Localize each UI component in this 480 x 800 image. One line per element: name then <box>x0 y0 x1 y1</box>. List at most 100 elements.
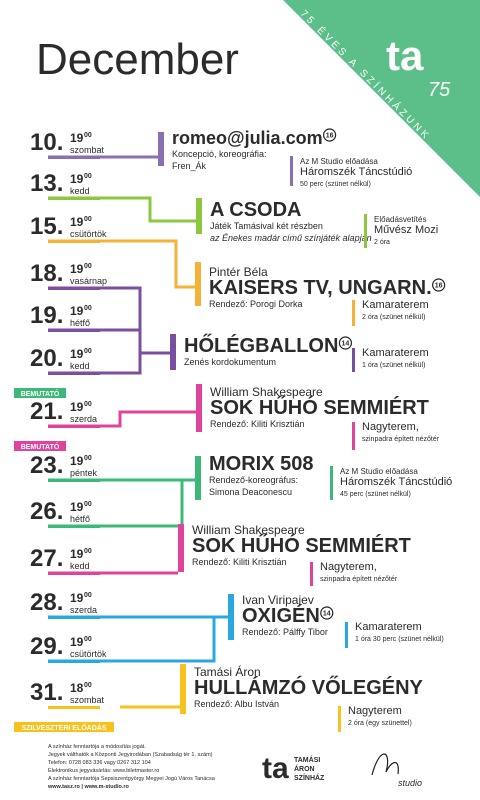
date-minutes: 00 <box>84 592 92 599</box>
date-day: 20. <box>30 345 63 372</box>
venue-bar <box>364 214 367 248</box>
venue-line: Háromszék Táncstúdió <box>340 476 452 488</box>
date-bar <box>48 660 100 663</box>
venue-line: 2 óra (egy szünettel) <box>348 720 412 727</box>
date-bar <box>48 479 100 482</box>
age-badge <box>320 606 334 620</box>
corner-banner <box>283 0 480 197</box>
event-bar <box>196 384 202 432</box>
date-bar <box>48 197 100 200</box>
date-day: 28. <box>30 589 63 616</box>
venue-line: Nagyterem, <box>362 421 419 433</box>
date-bar <box>48 372 100 375</box>
event-author: Ivan Viripajev <box>242 593 314 607</box>
date-hour: 19 <box>70 591 84 605</box>
venue-bar <box>352 348 355 372</box>
date-day: 19. <box>30 302 63 329</box>
venue-line: Kamaraterem <box>362 347 429 359</box>
date-weekday: hétfő <box>70 514 90 524</box>
age-badge <box>432 278 446 292</box>
event-author: Pintér Béla <box>209 265 268 279</box>
age-rating: 14 <box>342 341 350 348</box>
date-weekday: szerda <box>70 414 97 424</box>
date-hour: 19 <box>70 262 84 276</box>
event-detail: Zenés kordokumentum <box>184 357 276 367</box>
date-day: 15. <box>30 213 63 240</box>
venue-line: Nagyterem <box>348 705 402 717</box>
anniversary-number: 75 <box>428 79 451 101</box>
date-weekday: kedd <box>70 361 90 371</box>
date-minutes: 00 <box>84 173 92 180</box>
venue-bar <box>330 466 333 500</box>
logo: ta <box>386 32 424 79</box>
event-title: HULLÁMZÓ VŐLEGÉNY <box>194 675 424 699</box>
event-title: KAISERS TV, UNGARN. <box>209 277 432 299</box>
venue-bar <box>352 300 355 326</box>
venue-line: Nagyterem, <box>320 561 377 573</box>
event-bar <box>158 132 164 166</box>
venue-line: Művész Mozi <box>374 224 438 236</box>
date-weekday: szombat <box>70 695 105 705</box>
event-detail: Rendező: Kiliti Krisztián <box>192 557 287 567</box>
date-bar <box>48 287 100 290</box>
date-day: 10. <box>30 129 63 156</box>
event-title: OXIGÉN <box>242 604 320 627</box>
month-title: December <box>36 35 239 84</box>
event-detail: az Énekes madár című színjáték alapján <box>210 233 372 243</box>
date-weekday: hétfő <box>70 318 90 328</box>
event-detail: Rendező: Porogi Dorka <box>209 299 303 309</box>
venue-line: 1 óra 30 perc (szünet nélkül) <box>355 636 444 643</box>
date-minutes: 00 <box>84 636 92 643</box>
event-title: romeo@julia.com <box>172 128 323 148</box>
date-hour: 19 <box>70 347 84 361</box>
event-author: Tamási Áron <box>194 664 261 679</box>
date-hour: 19 <box>70 215 84 229</box>
date-bar <box>48 706 100 709</box>
event-detail: Rendező-koreográfus: <box>209 475 298 485</box>
venue-line: szinpadra épített nézőtér <box>320 576 398 583</box>
date-hour: 19 <box>70 454 84 468</box>
age-rating: 16 <box>435 283 443 290</box>
venue-bar <box>352 422 355 450</box>
age-rating: 14 <box>323 611 331 618</box>
venue-line: 45 perc (szünet nélkül) <box>340 491 411 498</box>
date-minutes: 00 <box>84 305 92 312</box>
date-day: 31. <box>30 679 63 706</box>
date-minutes: 00 <box>84 455 92 462</box>
age-rating: 16 <box>326 133 334 140</box>
date-minutes: 00 <box>84 216 92 223</box>
event-bar <box>228 594 234 640</box>
event-bar <box>195 456 201 500</box>
age-badge <box>322 128 337 142</box>
date-weekday: szombat <box>70 145 105 155</box>
date-bar <box>48 329 100 332</box>
date-bar <box>48 156 100 159</box>
tag-bg <box>14 441 66 451</box>
theater-name: SZÍNHÁZ <box>294 773 325 782</box>
date-hour: 19 <box>70 172 84 186</box>
date-hour: 19 <box>70 500 84 514</box>
event-author: William Shakespeare <box>192 523 305 537</box>
event-bar <box>170 334 176 370</box>
venue-line: Az M Studio előadása <box>340 467 418 476</box>
event-title: A CSODA <box>210 199 301 221</box>
date-minutes: 00 <box>84 501 92 508</box>
venue-line: Az M Studio előadása <box>300 157 378 166</box>
footer-line: Jegyek válthatók a Központi Jegyirodában… <box>48 752 213 758</box>
date-hour: 19 <box>70 635 84 649</box>
date-bar <box>48 525 100 528</box>
event-title: MORIX 508 <box>209 453 313 475</box>
venue-line: 50 perc (szünet nélkül) <box>300 181 371 188</box>
venue-line: Kamaraterem <box>355 621 422 633</box>
venue-line: Előadásvetítés <box>374 215 426 224</box>
footer-line: Telefon: 0728 083 336 vagy 0267 312 104 <box>48 760 151 766</box>
age-badge <box>338 336 353 350</box>
date-hour: 19 <box>70 400 84 414</box>
date-day: 27. <box>30 545 63 572</box>
date-tag: BEMUTATÓ <box>21 442 60 451</box>
date-weekday: péntek <box>70 468 98 478</box>
date-minutes: 00 <box>84 548 92 555</box>
date-weekday: szerda <box>70 605 97 615</box>
venue-line: 2 óra (szünet nélkül) <box>362 314 425 321</box>
date-minutes: 00 <box>84 682 92 689</box>
